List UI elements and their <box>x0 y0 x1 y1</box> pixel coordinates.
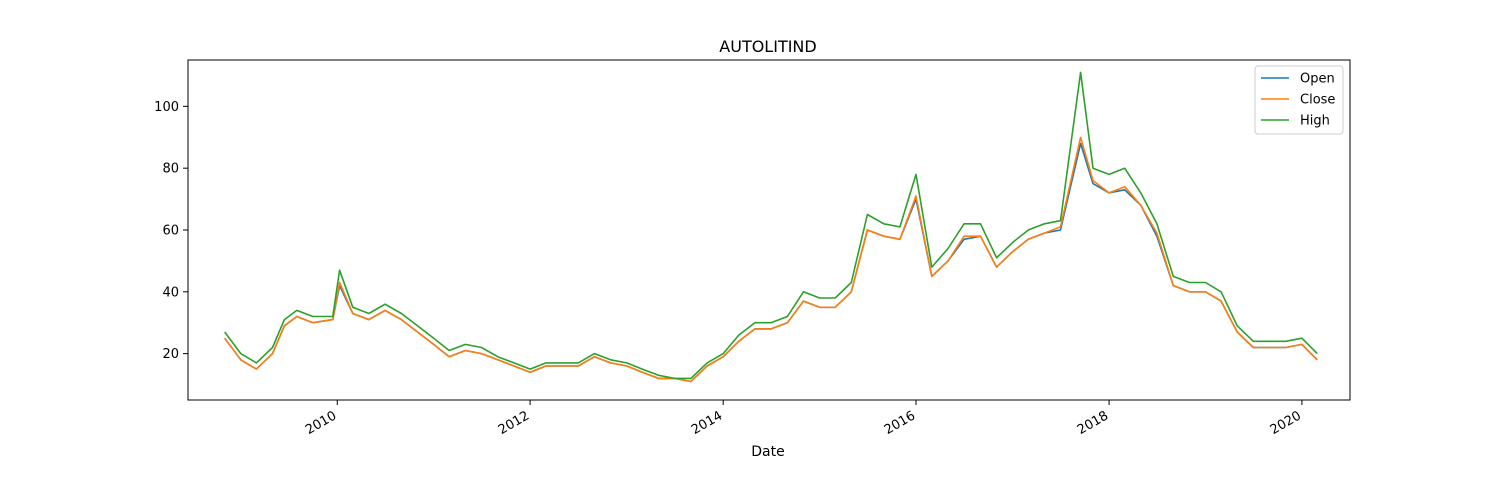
legend-label-high: High <box>1300 114 1330 129</box>
x-axis: 2010 2012 2014 2016 2018 2020 <box>303 400 1304 438</box>
x-tick-label: 2016 <box>882 408 918 438</box>
x-tick-label: 2012 <box>496 408 532 438</box>
x-axis-title: Date <box>751 444 784 460</box>
legend-label-close: Close <box>1300 93 1335 108</box>
x-tick-label: 2020 <box>1268 408 1304 438</box>
series-layer <box>224 71 1318 383</box>
y-tick-label: 80 <box>162 162 179 177</box>
y-tick-label: 100 <box>154 100 179 115</box>
y-tick-label: 20 <box>162 347 179 362</box>
y-tick-label: 40 <box>162 285 179 300</box>
plot-frame <box>187 59 1351 401</box>
legend-label-open: Open <box>1300 72 1335 87</box>
series-line-high <box>224 71 1318 380</box>
chart-title: AUTOLITIND <box>719 37 816 56</box>
series-line-open <box>224 142 1318 383</box>
y-axis: 20 40 60 80 100 <box>154 100 188 362</box>
x-tick-label: 2010 <box>303 408 339 438</box>
y-tick-label: 60 <box>162 224 179 239</box>
x-tick-label: 2018 <box>1075 408 1111 438</box>
x-tick-label: 2014 <box>689 408 725 438</box>
legend-box <box>1254 65 1344 135</box>
legend: Open Close High <box>1254 65 1344 135</box>
series-line-close <box>224 136 1318 383</box>
